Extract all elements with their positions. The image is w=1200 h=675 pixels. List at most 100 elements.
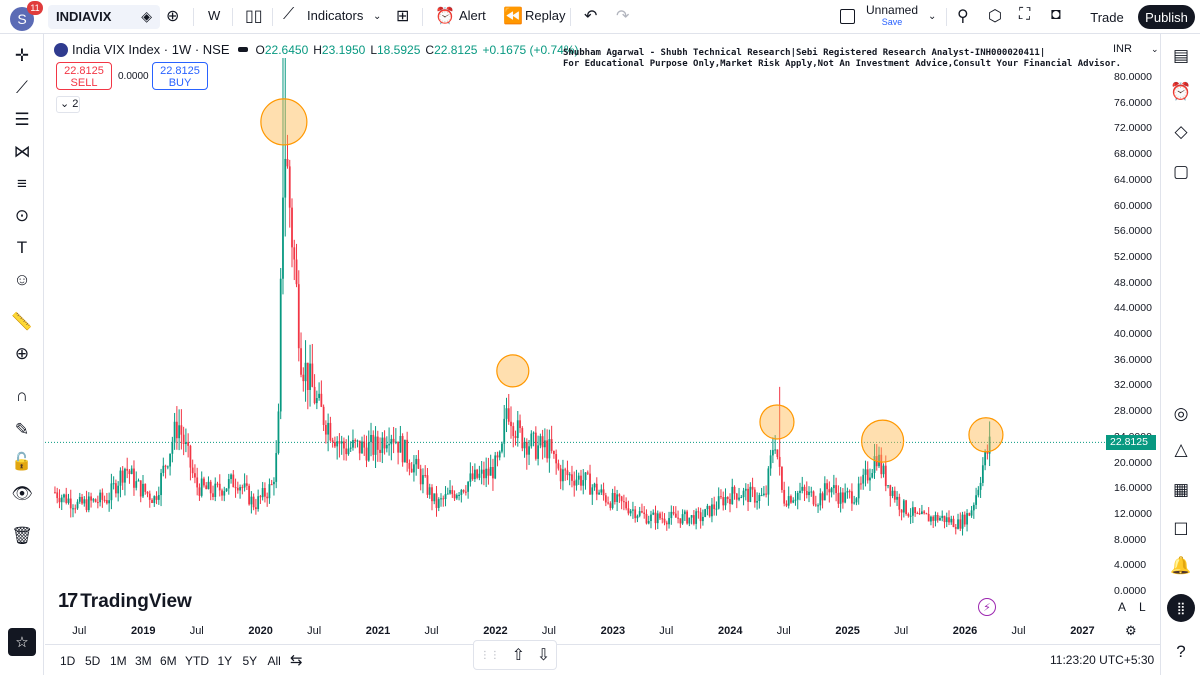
visibility-eye-icon[interactable]: 👁 bbox=[11, 484, 33, 503]
range-button-6m[interactable]: 6M bbox=[160, 654, 177, 668]
fib-lines-icon[interactable]: ☰ bbox=[14, 110, 30, 129]
price-chart[interactable] bbox=[45, 35, 1105, 620]
trendline-icon[interactable]: ⟋ bbox=[16, 78, 28, 97]
lightning-icon[interactable]: ⚡ bbox=[978, 598, 996, 616]
candle-body bbox=[65, 494, 68, 503]
alerts-clock-icon[interactable]: ⏰ bbox=[1170, 82, 1192, 101]
watchlist-icon[interactable]: ▤ bbox=[1172, 46, 1190, 65]
candle-body bbox=[654, 512, 657, 524]
candle-body bbox=[855, 498, 858, 503]
layout-name-button[interactable]: Unnamed Save bbox=[866, 3, 918, 27]
chevron-down-icon[interactable]: ⌄ bbox=[928, 11, 937, 22]
chart-settings-gear-icon[interactable]: ⚙ bbox=[1125, 623, 1137, 638]
candle-body bbox=[135, 481, 138, 488]
currency-selector[interactable]: INR ⌄ bbox=[1113, 43, 1159, 55]
time-tick-label: Jul bbox=[189, 625, 204, 637]
candle-body bbox=[232, 474, 235, 488]
candle-body bbox=[370, 434, 372, 443]
candle-body bbox=[485, 468, 488, 479]
range-button-all[interactable]: All bbox=[267, 654, 281, 668]
emoji-icon[interactable]: ☺ bbox=[13, 270, 31, 289]
collapse-indicators-button[interactable]: ⌄ 2 bbox=[56, 96, 80, 113]
notes-icon[interactable]: ☐ bbox=[1173, 520, 1189, 539]
chat-icon[interactable]: ▢ bbox=[1172, 162, 1190, 181]
replay-icon[interactable]: ⏪ bbox=[503, 8, 523, 25]
help-icon[interactable]: ? bbox=[1176, 642, 1186, 661]
candle-body bbox=[74, 508, 77, 510]
scroll-down-arrow-icon[interactable]: ⇩ bbox=[536, 647, 551, 664]
auto-scale-button[interactable]: A bbox=[1118, 600, 1127, 614]
candle-body bbox=[702, 516, 704, 522]
candle-body bbox=[740, 497, 743, 499]
target-icon[interactable]: ◎ bbox=[1173, 404, 1189, 423]
lock-drawing-icon[interactable]: ✎ bbox=[14, 420, 30, 439]
candle-body bbox=[480, 469, 483, 474]
trash-icon[interactable]: 🗑 bbox=[11, 526, 33, 545]
fullscreen-icon[interactable]: ⛶ bbox=[1019, 6, 1031, 23]
templates-grid-icon[interactable]: ⊞ bbox=[396, 8, 410, 25]
layout-checkbox-icon[interactable] bbox=[840, 9, 855, 24]
range-button-1m[interactable]: 1M bbox=[110, 654, 127, 668]
candle-body bbox=[343, 441, 345, 449]
settings-gear-icon[interactable]: ⬡ bbox=[988, 8, 1002, 25]
symbol-search[interactable]: INDIAVIX ◈ bbox=[48, 5, 160, 29]
candle-body bbox=[225, 488, 228, 492]
redo-icon[interactable]: ↷ bbox=[616, 8, 630, 25]
favorites-star-icon[interactable]: ☆ bbox=[8, 628, 36, 656]
add-symbol-icon[interactable]: ⊕ bbox=[166, 8, 180, 25]
series-menu-icon[interactable] bbox=[237, 47, 248, 52]
calendar-icon[interactable]: ▦ bbox=[1172, 480, 1190, 499]
alert-button[interactable]: Alert bbox=[459, 8, 486, 23]
range-button-5d[interactable]: 5D bbox=[85, 654, 101, 668]
interval-button[interactable]: W bbox=[208, 8, 221, 23]
candle-body bbox=[58, 498, 61, 503]
lock-icon[interactable]: 🔓 bbox=[11, 452, 33, 471]
range-button-1y[interactable]: 1Y bbox=[217, 654, 233, 668]
range-button-1d[interactable]: 1D bbox=[60, 654, 76, 668]
candle-body bbox=[297, 284, 300, 349]
magnet-icon[interactable]: ∩ bbox=[15, 386, 29, 405]
candle-style-icon[interactable]: ▯▯ bbox=[245, 8, 263, 25]
ideas-icon[interactable]: △ bbox=[1174, 440, 1188, 459]
shapes-icon[interactable]: ⊙ bbox=[14, 206, 30, 225]
series-title[interactable]: India VIX Index · 1W · NSE bbox=[72, 42, 230, 57]
log-scale-button[interactable]: L bbox=[1139, 600, 1146, 614]
alarm-clock-icon[interactable]: ⏰ bbox=[435, 8, 455, 25]
range-button-5y[interactable]: 5Y bbox=[242, 654, 258, 668]
candle-body bbox=[521, 428, 524, 449]
candle-body bbox=[216, 483, 219, 485]
candle-body bbox=[559, 468, 562, 482]
more-apps-icon[interactable]: ⣿ bbox=[1167, 594, 1195, 622]
candle-body bbox=[864, 469, 867, 475]
range-button-ytd[interactable]: YTD bbox=[185, 654, 209, 668]
candle-body bbox=[613, 493, 616, 502]
pattern-icon[interactable]: ⋈ bbox=[13, 142, 31, 161]
range-button-3m[interactable]: 3M bbox=[135, 654, 152, 668]
candle-body bbox=[785, 503, 788, 506]
date-range-calendar-icon[interactable]: ⇆ bbox=[290, 652, 303, 669]
candle-body bbox=[717, 496, 720, 509]
ruler-icon[interactable]: 📏 bbox=[11, 312, 33, 331]
indicators-icon[interactable]: ⟋ bbox=[283, 6, 295, 23]
candle-body bbox=[318, 393, 320, 399]
watchlist-diamond-icon[interactable]: ◈ bbox=[141, 8, 152, 24]
quick-search-icon[interactable]: ⚲ bbox=[957, 8, 969, 25]
camera-snapshot-icon[interactable]: ◘ bbox=[1051, 6, 1061, 23]
text-tool-icon[interactable]: T bbox=[16, 238, 28, 257]
chevron-down-icon[interactable]: ⌄ bbox=[373, 11, 382, 22]
scroll-up-arrow-icon[interactable]: ⇧ bbox=[511, 647, 525, 664]
replay-button[interactable]: Replay bbox=[525, 8, 566, 23]
publish-button[interactable]: Publish bbox=[1138, 5, 1195, 29]
indicators-button[interactable]: Indicators bbox=[307, 8, 364, 23]
crosshair-icon[interactable]: ✛ bbox=[14, 46, 30, 65]
drag-handle-icon[interactable]: ⋮⋮ bbox=[479, 649, 500, 661]
clock-timezone[interactable]: 11:23:20 UTC+5:30 bbox=[1050, 653, 1155, 667]
sell-button[interactable]: 22.8125 SELL bbox=[56, 62, 112, 90]
bell-icon[interactable]: 🔔 bbox=[1170, 556, 1192, 575]
forecast-icon[interactable]: ≡ bbox=[17, 174, 27, 193]
buy-button[interactable]: 22.8125 BUY bbox=[152, 62, 208, 90]
undo-icon[interactable]: ↶ bbox=[584, 8, 598, 25]
layers-icon[interactable]: ◇ bbox=[1174, 122, 1188, 141]
zoom-in-icon[interactable]: ⊕ bbox=[14, 344, 30, 363]
trade-button[interactable]: Trade bbox=[1090, 9, 1124, 25]
